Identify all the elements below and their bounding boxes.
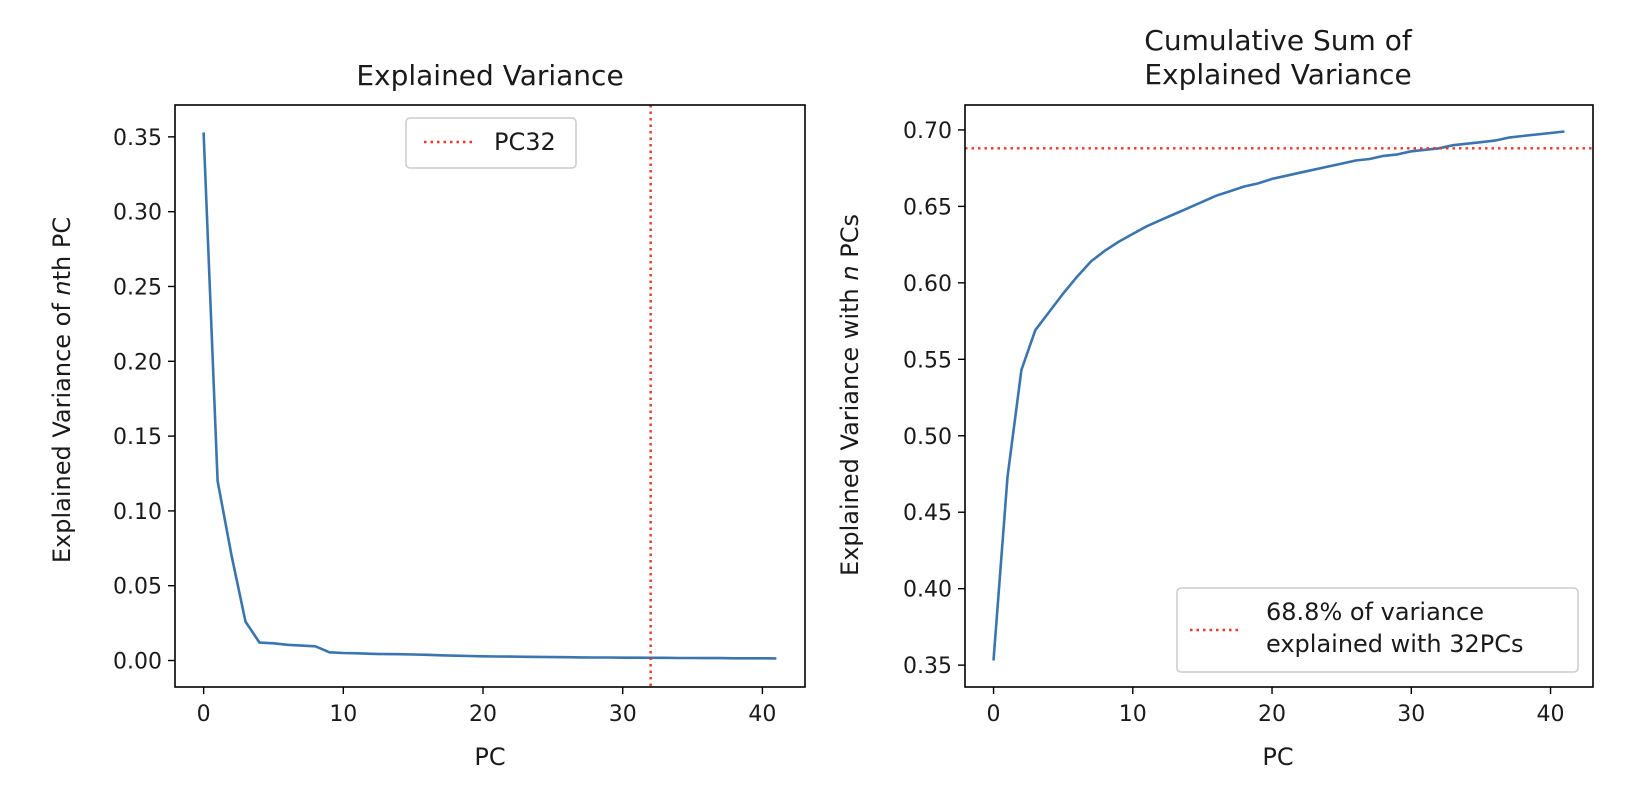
y-tick-label: 0.60 — [903, 272, 952, 297]
ticks: 0 10 20 30 40 0.00 0.05 0.10 0.15 0.20 0.25 0.30 0.3… — [113, 126, 776, 727]
chart-title-line-2: Explained Variance — [1144, 58, 1411, 91]
x-tick-label: 0 — [197, 702, 211, 727]
legend-label-line-2: explained with 32PCs — [1266, 630, 1523, 658]
y-axis-label-prefix: Explained Variance of — [48, 296, 76, 564]
y-tick-label: 0.45 — [903, 501, 952, 526]
x-tick-label: 40 — [1537, 702, 1565, 727]
y-axis-label-suffix: th PC — [48, 217, 76, 280]
chart-title-line-1: Cumulative Sum of — [1144, 24, 1413, 57]
y-axis-label-italic: n — [836, 265, 864, 280]
x-tick-label: 30 — [609, 702, 637, 727]
legend: 68.8% of variance explained with 32PCs — [1176, 587, 1579, 673]
marks — [202, 105, 777, 687]
y-tick-label: 0.20 — [113, 350, 162, 375]
explained-variance-chart: Explained Variance PC Explained Variance… — [48, 59, 806, 771]
cumulative-variance-chart: Cumulative Sum of Explained Variance PC … — [836, 24, 1594, 771]
legend-label-pc32: PC32 — [494, 128, 556, 156]
x-tick-label: 10 — [329, 702, 357, 727]
marks — [965, 130, 1593, 661]
y-tick-label: 0.55 — [903, 348, 952, 373]
y-tick-label: 0.50 — [903, 425, 952, 450]
y-tick-label: 0.00 — [113, 650, 162, 675]
y-tick-label: 0.65 — [903, 195, 952, 220]
legend-label-line-1: 68.8% of variance — [1266, 598, 1484, 626]
y-axis-label-italic: n — [48, 280, 76, 295]
ticks: 0 10 20 30 40 0.35 0.40 0.45 0.50 0.55 0.60 0.65 0.7… — [903, 119, 1565, 727]
y-tick-label: 0.35 — [903, 654, 952, 679]
y-tick-label: 0.30 — [113, 201, 162, 226]
x-tick-label: 10 — [1119, 702, 1147, 727]
legend-box — [405, 117, 577, 169]
y-tick-label: 0.70 — [903, 119, 952, 144]
series-line — [202, 132, 777, 660]
y-axis-label-suffix: PCs — [836, 214, 864, 265]
x-tick-label: 20 — [469, 702, 497, 727]
y-tick-label: 0.10 — [113, 500, 162, 525]
plot-frame — [964, 104, 1594, 688]
x-tick-label: 0 — [987, 702, 1001, 727]
x-axis-label: PC — [1262, 743, 1293, 771]
y-tick-label: 0.15 — [113, 425, 162, 450]
y-tick-label: 0.25 — [113, 275, 162, 300]
y-tick-label: 0.35 — [113, 126, 162, 151]
y-axis-label: Explained Variance with n PCs — [836, 214, 864, 576]
x-tick-label: 20 — [1258, 702, 1286, 727]
y-tick-label: 0.40 — [903, 578, 952, 603]
x-tick-label: 40 — [748, 702, 776, 727]
y-axis-label: Explained Variance of nth PC — [48, 217, 76, 563]
x-axis-label: PC — [474, 743, 505, 771]
y-tick-label: 0.05 — [113, 575, 162, 600]
y-axis-label-prefix: Explained Variance with — [836, 281, 864, 576]
series-line — [992, 130, 1565, 661]
chart-title: Explained Variance — [356, 59, 623, 92]
legend-box — [1176, 587, 1579, 673]
legend: PC32 — [405, 117, 577, 169]
x-tick-label: 30 — [1397, 702, 1425, 727]
plot-frame — [174, 104, 806, 688]
